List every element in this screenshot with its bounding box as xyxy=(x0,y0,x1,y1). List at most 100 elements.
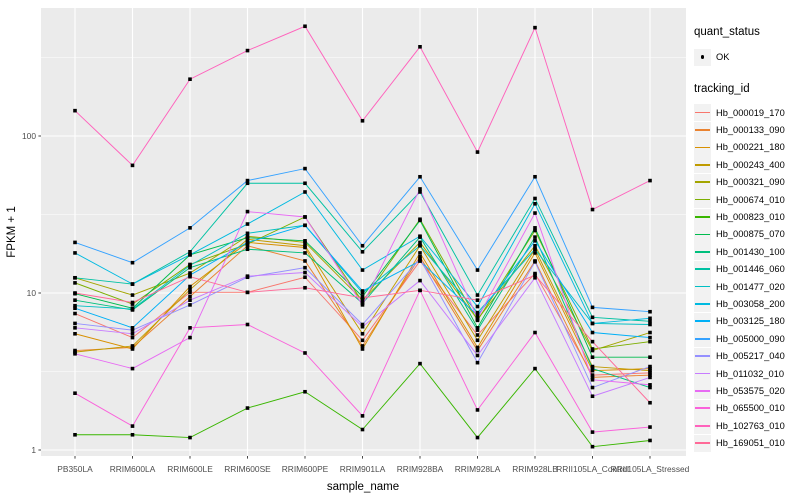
legend-item-label: Hb_001446_060 xyxy=(716,264,785,275)
data-point xyxy=(245,181,250,186)
data-point xyxy=(590,375,595,380)
data-point xyxy=(130,293,135,297)
legend-item-label: Hb_053575_020 xyxy=(716,385,785,396)
data-point xyxy=(648,339,652,344)
data-point xyxy=(303,351,307,355)
data-point xyxy=(475,150,480,154)
data-point xyxy=(533,260,537,264)
data-point xyxy=(188,263,192,268)
legend-item-label: Hb_003125_180 xyxy=(716,316,785,327)
y-tick-label: 1 xyxy=(31,445,36,455)
legend-key-swatch xyxy=(694,208,711,226)
data-point xyxy=(533,201,537,206)
x-tick-label: PB350LA xyxy=(57,464,93,474)
data-point xyxy=(648,375,652,380)
data-point xyxy=(648,385,652,390)
data-point xyxy=(360,291,365,295)
data-point xyxy=(360,324,365,329)
data-point xyxy=(188,298,192,302)
legend-item-label: Hb_001430_100 xyxy=(716,246,785,257)
data-point xyxy=(360,243,365,248)
legend-item-label: Hb_011032_010 xyxy=(716,368,785,379)
data-point xyxy=(648,400,652,405)
data-point xyxy=(303,265,307,270)
legend-line-icon xyxy=(695,268,710,270)
legend-line-icon xyxy=(695,372,710,375)
data-point xyxy=(73,351,77,356)
legend-key-swatch xyxy=(694,399,711,417)
data-point xyxy=(73,326,77,330)
legend-item-Hb_000321_090: Hb_000321_090 xyxy=(694,173,800,191)
data-point xyxy=(188,284,192,289)
legend-key-swatch xyxy=(694,138,711,156)
x-tick-label: RRIM600PE xyxy=(282,464,329,474)
legend-key-swatch xyxy=(694,243,711,261)
legend-item-Hb_000875_070: Hb_000875_070 xyxy=(694,225,800,243)
legend-item-Hb_001430_100: Hb_001430_100 xyxy=(694,243,800,261)
x-tick-label: RRIM600LA xyxy=(110,464,156,474)
legend-key-swatch xyxy=(694,312,711,330)
legend-item-label: Hb_065500_010 xyxy=(716,403,785,414)
legend-title-tracking-id: tracking_id xyxy=(694,83,750,95)
legend-item-Hb_005000_090: Hb_005000_090 xyxy=(694,330,800,348)
data-point xyxy=(360,344,365,348)
data-point xyxy=(475,353,480,358)
data-point xyxy=(303,215,307,219)
data-point xyxy=(188,249,192,254)
legend-item-label: Hb_000674_010 xyxy=(716,194,785,205)
data-point xyxy=(533,196,537,201)
data-point xyxy=(648,316,652,321)
data-point xyxy=(533,330,537,335)
legend-item-Hb_005217_040: Hb_005217_040 xyxy=(694,347,800,365)
data-point xyxy=(130,307,135,311)
data-point xyxy=(475,293,480,297)
data-point xyxy=(73,240,77,245)
data-point xyxy=(648,309,652,314)
data-point xyxy=(648,371,652,375)
legend-key-swatch xyxy=(694,173,711,191)
data-point xyxy=(475,328,480,332)
data-point xyxy=(590,444,595,449)
data-point xyxy=(648,364,652,369)
data-point xyxy=(590,321,595,326)
data-point xyxy=(590,339,595,344)
data-point xyxy=(533,228,537,233)
data-point xyxy=(590,385,595,390)
data-point xyxy=(245,235,250,240)
legend-item-Hb_000221_180: Hb_000221_180 xyxy=(694,138,800,156)
legend-line-icon xyxy=(695,146,710,149)
data-point xyxy=(73,321,77,326)
data-point xyxy=(188,274,192,279)
data-point xyxy=(303,270,307,275)
data-point xyxy=(475,360,480,365)
data-point xyxy=(475,408,480,412)
data-point xyxy=(590,377,595,382)
data-point xyxy=(360,427,365,432)
legend-line-icon xyxy=(695,303,710,305)
data-point xyxy=(130,344,135,348)
data-point xyxy=(360,331,365,336)
data-point xyxy=(245,178,250,183)
data-point xyxy=(73,303,77,308)
legend-item-label: Hb_005000_090 xyxy=(716,333,785,344)
legend-item-label: Hb_005217_040 xyxy=(716,351,785,362)
data-point xyxy=(475,316,480,321)
data-point xyxy=(130,163,135,168)
data-point xyxy=(533,174,537,179)
data-point xyxy=(188,265,192,270)
data-point xyxy=(418,288,422,293)
data-point xyxy=(590,394,595,399)
data-point xyxy=(130,347,135,351)
data-point xyxy=(360,303,365,307)
data-point xyxy=(590,330,595,335)
legend-line-icon xyxy=(695,285,710,288)
legend-line-icon xyxy=(695,442,710,444)
legend-line-icon xyxy=(695,129,710,131)
legend-line-icon xyxy=(695,355,710,357)
data-point xyxy=(303,243,307,248)
x-tick-label: RRIM901LA xyxy=(340,464,386,474)
legend-line-icon xyxy=(695,198,710,201)
legend-key-point xyxy=(694,48,711,66)
legend-item-Hb_011032_010: Hb_011032_010 xyxy=(694,365,800,383)
